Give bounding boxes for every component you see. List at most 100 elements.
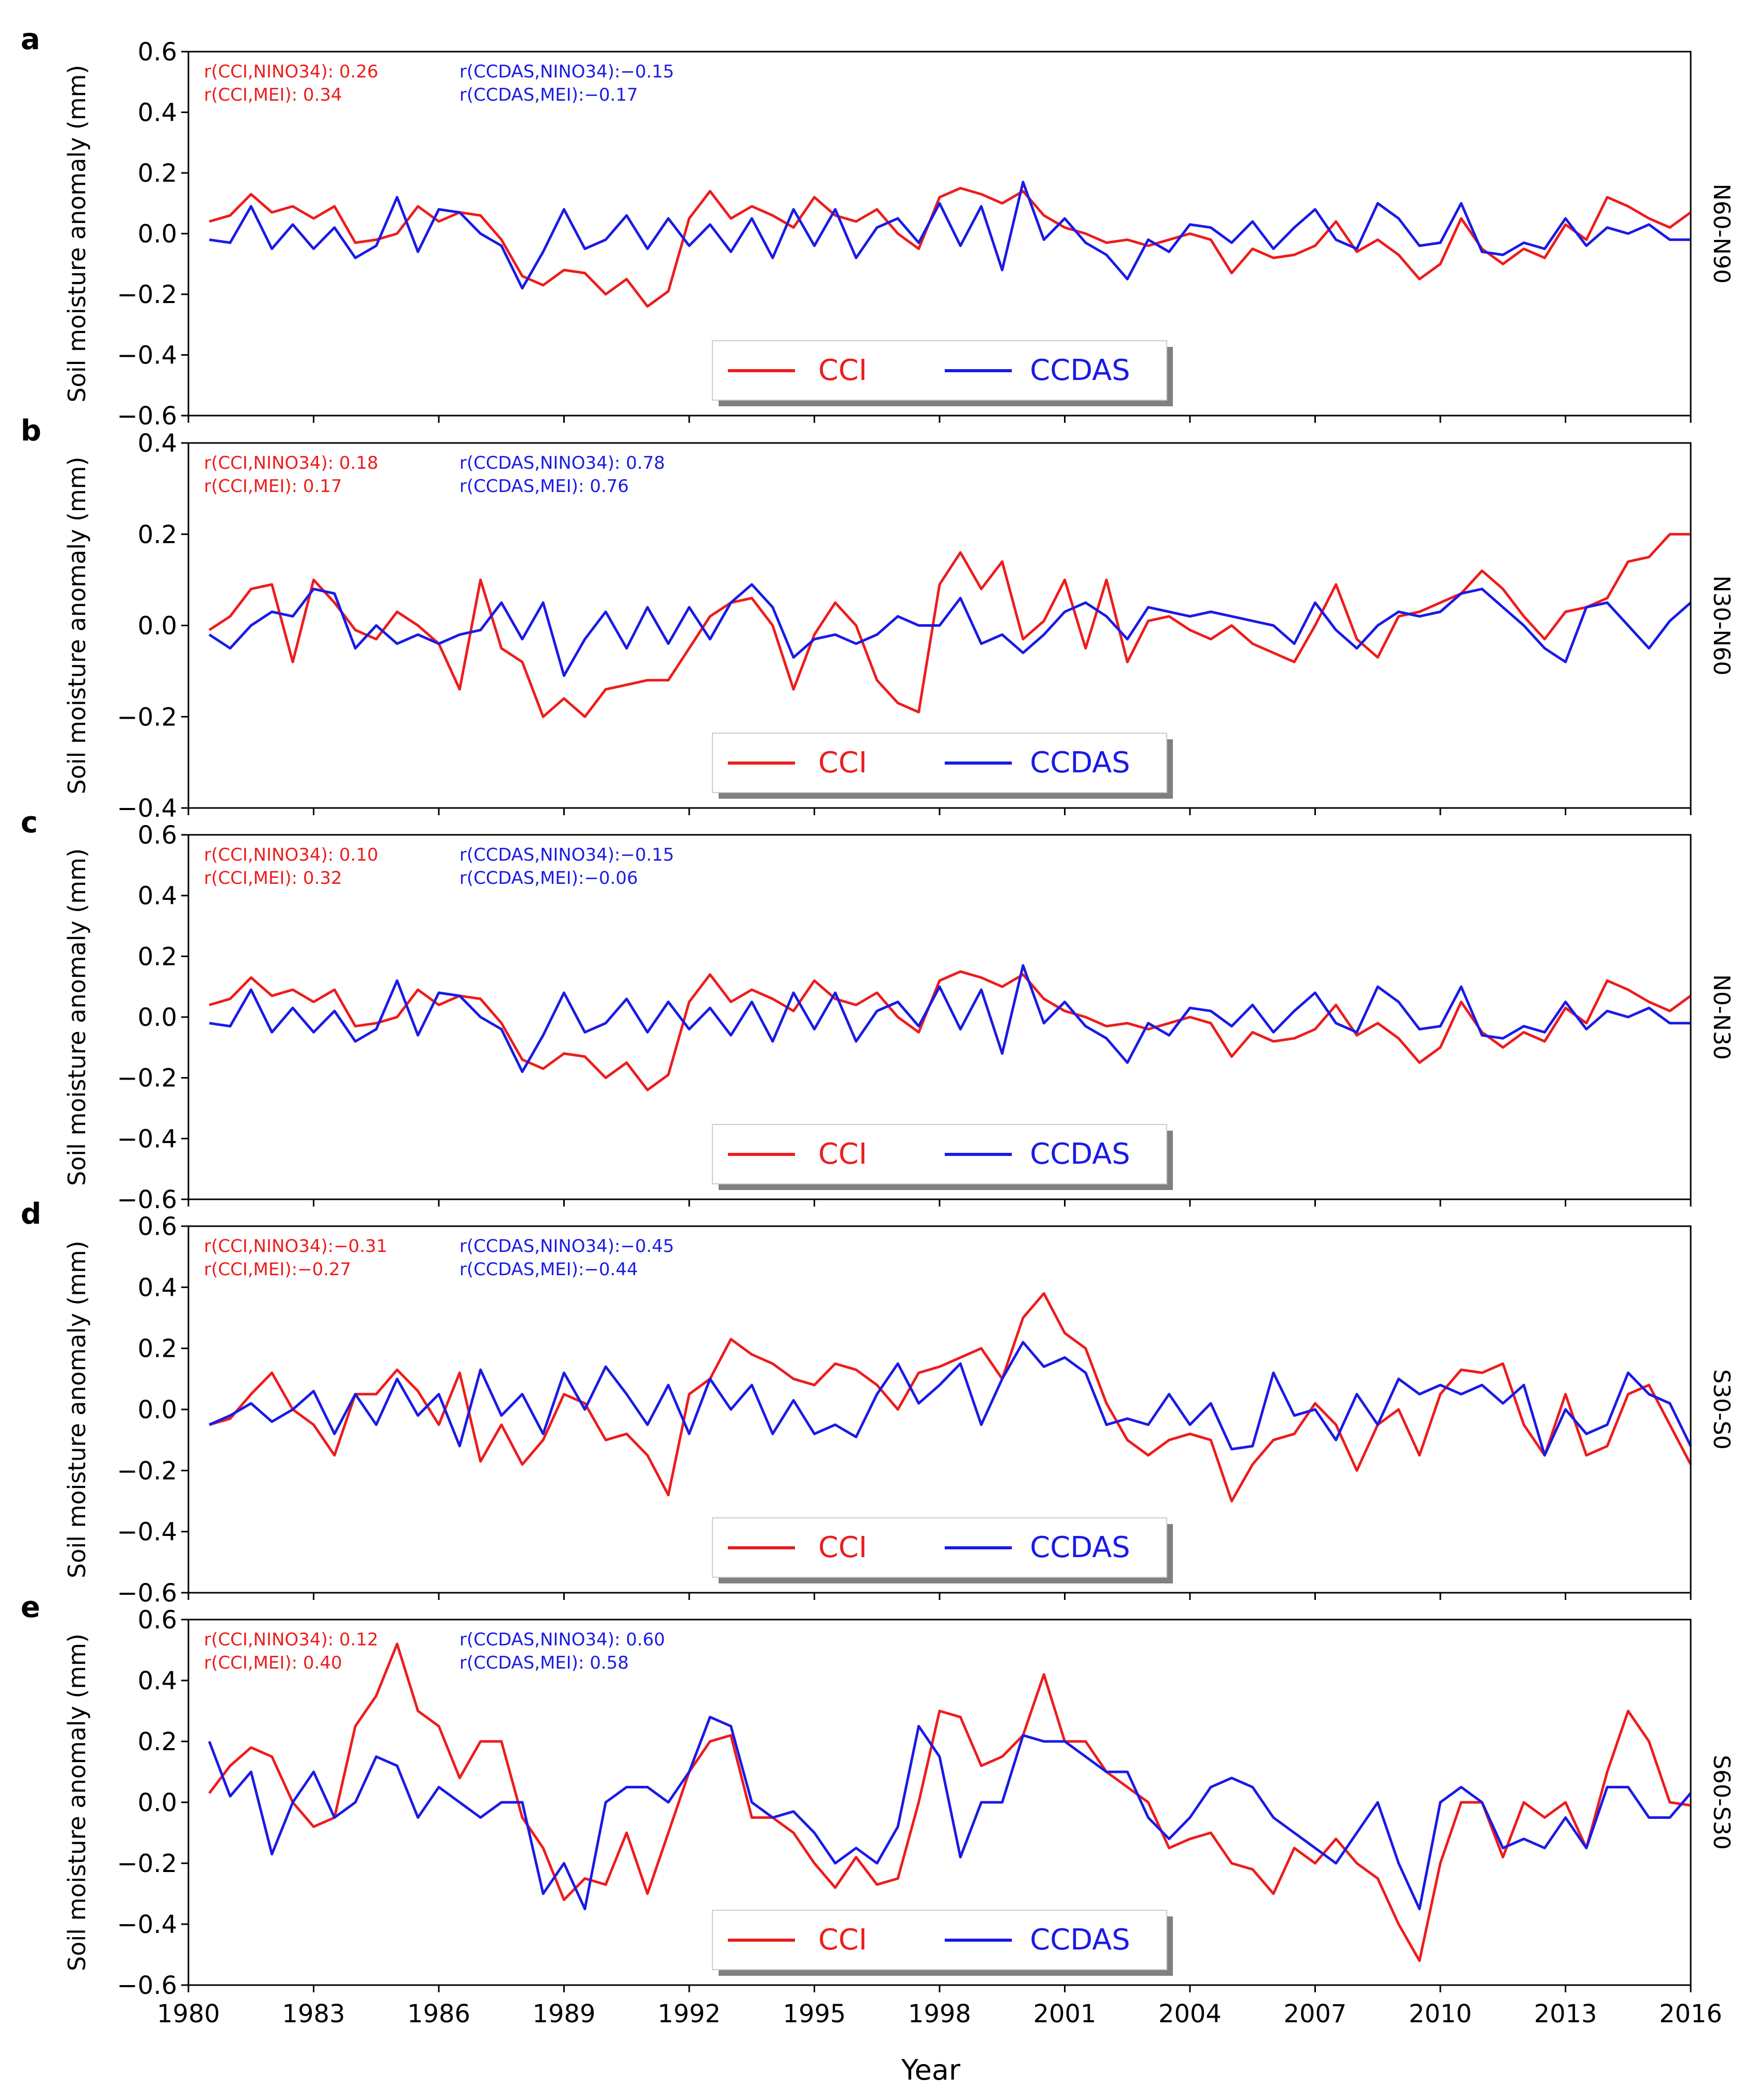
- region-label: S30-S0: [1708, 1369, 1735, 1450]
- legend-label-cci: CCI: [818, 1531, 867, 1564]
- panel-c: c 0.6 0.4 0.2 0.0 −0.2 −0.4 −0.6 r(CCI,NINO34): …: [21, 806, 1735, 1214]
- y-tick-label: 0.0: [138, 1396, 177, 1424]
- series-line-ccdas: [208, 1716, 1692, 1910]
- axes-frame: [187, 834, 1692, 1200]
- x-tick-label: 1995: [783, 2000, 846, 2028]
- stat-ccdas-mei: r(CCDAS,MEI):−0.17: [459, 85, 638, 105]
- y-tick-label: 0.4: [138, 1667, 177, 1695]
- x-tick-label: 2016: [1659, 2000, 1722, 2028]
- panel-letter: a: [21, 23, 40, 56]
- y-tick-label: 0.0: [138, 1788, 177, 1817]
- series-line-cci: [209, 186, 1692, 308]
- axes-frame: [187, 51, 1692, 417]
- y-tick-label: −0.2: [117, 703, 177, 732]
- stat-cci-nino34: r(CCI,NINO34): 0.26: [204, 61, 378, 82]
- legend-label-cci: CCI: [818, 1137, 867, 1171]
- y-tick-label: 0.2: [138, 1727, 177, 1756]
- y-axis-label: Soil moisture anomaly (mm): [63, 1241, 91, 1578]
- stat-ccdas-nino34: r(CCDAS,NINO34): 0.78: [459, 453, 665, 473]
- series-line-ccdas: [209, 181, 1691, 290]
- legend-label-ccdas: CCDAS: [1030, 1137, 1130, 1171]
- panel-letter: d: [21, 1197, 41, 1231]
- series-line-cci: [209, 970, 1692, 1091]
- stat-ccdas-mei: r(CCDAS,MEI):−0.44: [459, 1259, 638, 1280]
- y-tick-label: −0.2: [117, 1849, 177, 1878]
- series-line-ccdas: [209, 583, 1692, 677]
- y-tick-label: 0.6: [138, 38, 177, 67]
- region-label: N0-N30: [1708, 974, 1735, 1060]
- y-tick-label: −0.4: [117, 1910, 177, 1939]
- y-tick-label: 0.2: [138, 1335, 177, 1363]
- y-tick-label: −0.6: [117, 1971, 177, 2000]
- stat-cci-nino34: r(CCI,NINO34): 0.18: [204, 453, 378, 473]
- stat-cci-mei: r(CCI,MEI): 0.17: [204, 476, 342, 497]
- x-axis-label: Year: [901, 2054, 961, 2086]
- x-tick-label: 2007: [1283, 2000, 1346, 2028]
- x-tick-label: 1992: [658, 2000, 721, 2028]
- y-tick-label: 0.0: [138, 1003, 177, 1032]
- legend-label-cci: CCI: [818, 1923, 867, 1957]
- axes-frame: [187, 1225, 1692, 1594]
- stat-ccdas-nino34: r(CCDAS,NINO34):−0.45: [459, 1236, 674, 1257]
- y-tick-label: 0.2: [138, 520, 177, 549]
- stat-ccdas-nino34: r(CCDAS,NINO34): 0.60: [459, 1629, 665, 1650]
- panel-letter: c: [21, 806, 38, 839]
- x-tick-label: 1989: [532, 2000, 595, 2028]
- x-tick-label: 1983: [282, 2000, 345, 2028]
- series-line-cci: [209, 533, 1691, 718]
- y-tick-label: 0.4: [138, 882, 177, 911]
- stat-ccdas-mei: r(CCDAS,MEI):−0.06: [459, 868, 638, 889]
- region-label: N60-N90: [1708, 184, 1735, 284]
- legend-label-cci: CCI: [818, 746, 867, 780]
- stat-cci-mei: r(CCI,MEI):−0.27: [204, 1259, 351, 1280]
- y-tick-label: 0.4: [138, 1273, 177, 1302]
- legend-label-ccdas: CCDAS: [1030, 1531, 1130, 1564]
- y-tick-label: 0.2: [138, 159, 177, 188]
- y-tick-label: −0.2: [117, 1064, 177, 1093]
- legend-label-ccdas: CCDAS: [1030, 746, 1130, 780]
- region-label: S60-S30: [1708, 1755, 1735, 1850]
- panel-b: b 0.4 0.2 0.0 −0.2 −0.4 r(CCI,NINO34): 0.18 r(C…: [21, 414, 1735, 823]
- legend-label-ccdas: CCDAS: [1030, 1923, 1130, 1957]
- panel-letter: e: [21, 1591, 40, 1624]
- series-line-cci: [209, 1292, 1692, 1502]
- stat-ccdas-mei: r(CCDAS,MEI): 0.76: [459, 476, 629, 497]
- x-tick-label: 2010: [1409, 2000, 1472, 2028]
- y-axis-label: Soil moisture anomaly (mm): [63, 848, 91, 1186]
- legend-label-ccdas: CCDAS: [1030, 354, 1130, 387]
- y-tick-label: −0.2: [117, 280, 177, 309]
- y-tick-label: −0.6: [117, 402, 177, 431]
- y-axis-label: Soil moisture anomaly (mm): [63, 457, 91, 795]
- axes-frame: [187, 1619, 1692, 1986]
- stat-ccdas-nino34: r(CCDAS,NINO34):−0.15: [459, 61, 674, 82]
- x-tick-label: 2013: [1534, 2000, 1597, 2028]
- x-tick-label: 2004: [1158, 2000, 1221, 2028]
- y-tick-label: −0.4: [117, 341, 177, 370]
- y-tick-label: −0.4: [117, 1124, 177, 1153]
- axes-frame: [187, 442, 1692, 809]
- x-tick-label: 2001: [1033, 2000, 1096, 2028]
- panel-d: d 0.6 0.4 0.2 0.0 −0.2 −0.4 −0.6 r(CCI,NINO34):−…: [21, 1197, 1735, 1608]
- y-tick-label: 0.0: [138, 220, 177, 249]
- stat-ccdas-mei: r(CCDAS,MEI): 0.58: [459, 1653, 629, 1673]
- region-label: N30-N60: [1708, 576, 1735, 676]
- stat-ccdas-nino34: r(CCDAS,NINO34):−0.15: [459, 845, 674, 865]
- y-tick-label: 0.6: [138, 1606, 177, 1635]
- stat-cci-nino34: r(CCI,NINO34): 0.12: [204, 1629, 378, 1650]
- legend-label-cci: CCI: [818, 354, 867, 387]
- x-tick-label: 1986: [407, 2000, 470, 2028]
- stat-cci-mei: r(CCI,MEI): 0.40: [204, 1653, 342, 1673]
- stat-cci-mei: r(CCI,MEI): 0.32: [204, 868, 342, 889]
- y-tick-label: 0.2: [138, 942, 177, 971]
- panel-a: a 0.6 0.4 0.2 0.0 −0.2 −0.4 −0.6 r(CCI,NINO34): …: [21, 23, 1735, 431]
- stat-cci-nino34: r(CCI,NINO34): 0.10: [204, 845, 378, 865]
- x-tick-label: 1998: [908, 2000, 971, 2028]
- y-tick-label: −0.4: [117, 794, 177, 823]
- y-tick-label: −0.6: [117, 1579, 177, 1608]
- y-tick-label: −0.6: [117, 1185, 177, 1214]
- panel-letter: b: [21, 414, 41, 448]
- stat-cci-mei: r(CCI,MEI): 0.34: [204, 85, 342, 105]
- series-line-ccdas: [209, 964, 1691, 1073]
